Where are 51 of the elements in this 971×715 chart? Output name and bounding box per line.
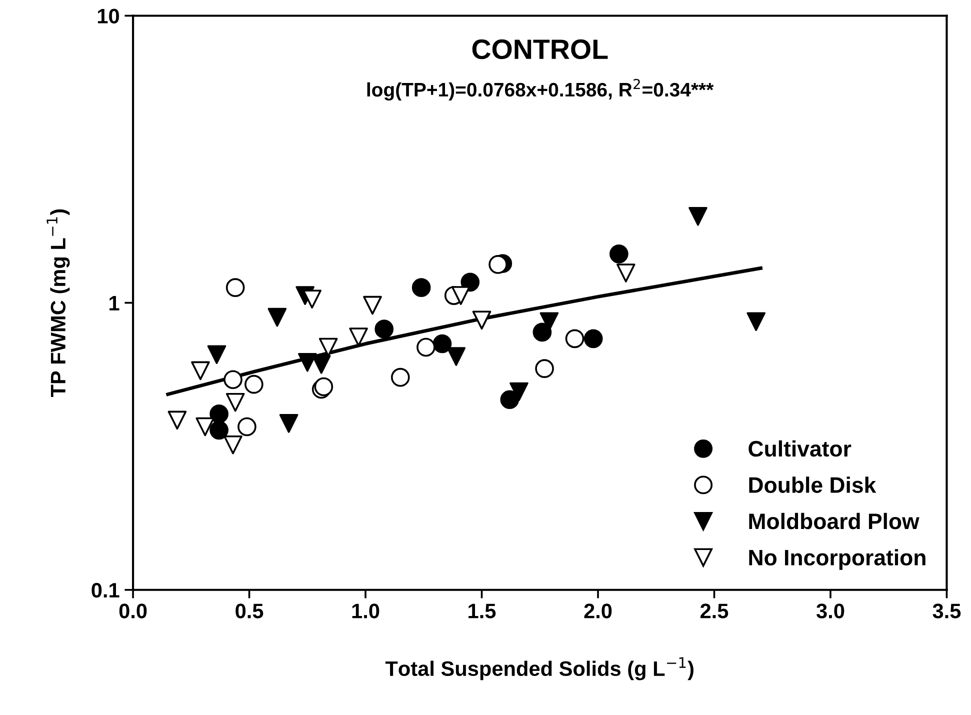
- point: [616, 264, 636, 282]
- x-tick-label: 3.0: [816, 604, 844, 618]
- point: [532, 322, 552, 342]
- x-tick-label: 1.0: [352, 604, 380, 618]
- point: [472, 310, 492, 330]
- point: [500, 390, 520, 410]
- point: [210, 420, 228, 440]
- y-axis-title: TP FWMC (mg L$^{−1}$): [46, 209, 70, 398]
- point: [746, 312, 766, 332]
- x-tick-label: 3.5: [932, 604, 961, 618]
- point: [610, 244, 628, 264]
- x-tick-label: 0.0: [119, 604, 147, 618]
- line-series: [166, 266, 762, 396]
- point: [210, 404, 228, 424]
- y-tick-label: 0.1: [92, 582, 120, 598]
- point: [565, 329, 584, 348]
- point: [451, 286, 470, 305]
- point: [224, 370, 242, 390]
- point: [191, 361, 210, 380]
- x-tick-label: 2.0: [584, 604, 612, 618]
- legend-label: Moldboard Plow: [749, 512, 920, 530]
- point: [168, 410, 187, 430]
- text: log(TP+1)=0.0768x+0.1586, R$^{2}$=0.34***: [367, 78, 714, 101]
- x-tick-label: 1.5: [468, 604, 496, 618]
- point: [374, 320, 394, 338]
- x-tick-label: 2.5: [700, 604, 728, 618]
- point: [390, 368, 410, 387]
- legend-label: No Incorporation: [749, 549, 926, 570]
- point: [279, 414, 298, 433]
- point: [488, 255, 508, 274]
- point: [268, 308, 287, 327]
- y-tick-label: 10: [98, 8, 119, 24]
- x-tick-label: 0.5: [236, 604, 264, 618]
- point: [688, 206, 708, 226]
- point: [298, 352, 317, 372]
- y-tick-label: 1: [110, 296, 120, 310]
- point: [446, 347, 466, 366]
- point: [312, 355, 331, 374]
- text: CONTROL: [472, 39, 608, 60]
- point: [207, 345, 226, 364]
- x-axis-title: Total Suspended Solids (g L$^{−1}$): [385, 657, 694, 680]
- legend-label: Double Disk: [749, 476, 876, 493]
- point: [244, 374, 264, 394]
- point: [510, 382, 528, 402]
- point: [412, 278, 431, 297]
- point: [535, 359, 554, 378]
- point: [363, 296, 382, 315]
- point: [226, 278, 245, 297]
- point: [432, 334, 452, 354]
- legend-label: Cultivator: [748, 440, 852, 457]
- point: [584, 329, 603, 348]
